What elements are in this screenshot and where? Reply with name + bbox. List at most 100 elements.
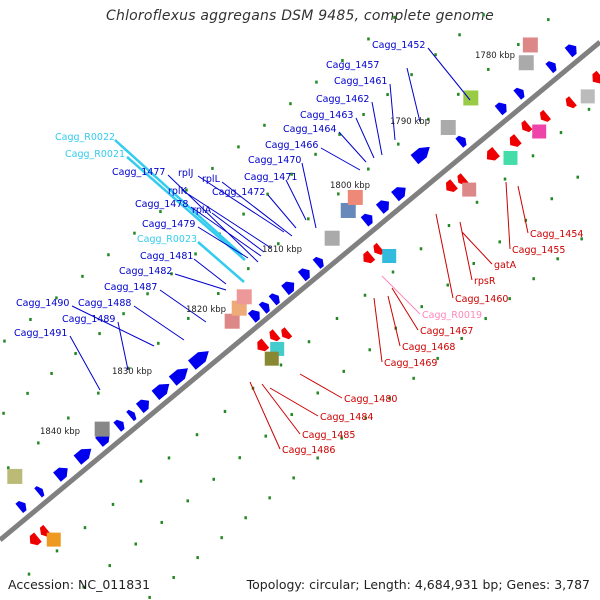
leader-line (187, 193, 272, 249)
plus-strand-gene (188, 351, 209, 370)
gc-dot (29, 317, 32, 321)
plus-strand-gene (360, 213, 373, 227)
gene-label: Cagg_1490 (16, 298, 69, 309)
gc-dot (475, 200, 479, 204)
gene-label: rpsR (474, 276, 496, 287)
rna-or-misc-feature (522, 37, 538, 53)
leader-line (391, 287, 419, 331)
gc-dot (139, 479, 143, 483)
rna-or-misc-feature (340, 202, 356, 218)
rna-or-misc-feature (518, 55, 534, 71)
gc-dot (338, 132, 341, 136)
gene-label: Cagg_1480 (344, 394, 397, 405)
minus-strand-gene (269, 329, 281, 342)
gc-dot (412, 376, 415, 380)
gc-dot (498, 240, 501, 244)
leader-line (505, 181, 511, 250)
leader-line (267, 194, 297, 229)
gc-dot (457, 92, 460, 96)
leader-line (269, 387, 319, 417)
gc-dot (386, 93, 389, 97)
minus-strand-gene (29, 532, 42, 546)
leader-line (117, 321, 129, 371)
gc-dot (97, 391, 100, 395)
kbp-tick-label: 1830 kbp (112, 367, 152, 377)
gene-label: Cagg_R0022 (55, 132, 115, 143)
gc-dot (576, 175, 579, 179)
gc-dot (263, 123, 266, 127)
gc-dot (81, 274, 84, 278)
kbp-tick-labels: 1780 kbp 1790 kbp 1800 kbp 1810 kbp 1820 kbp… (40, 51, 515, 437)
gene-label: Cagg_R0021 (65, 149, 125, 160)
gc-dot (434, 53, 437, 57)
plus-strand-gene (113, 419, 125, 432)
leader-line (167, 174, 259, 263)
plus-strand-gene (375, 200, 389, 214)
gc-dot (315, 80, 318, 84)
gc-dot (362, 112, 365, 116)
leader-line (249, 381, 281, 450)
rna-or-misc-feature (236, 289, 252, 305)
leader-line (427, 47, 471, 101)
rna-or-misc-feature (7, 468, 23, 484)
gc-dot (587, 107, 591, 111)
genome-axis-line (0, 40, 600, 542)
gene-label: Cagg_1464 (283, 124, 336, 135)
gc-dot (472, 261, 475, 265)
gc-dot (547, 18, 550, 22)
gc-dot (55, 296, 58, 300)
gc-dot (420, 305, 423, 309)
gc-dot (186, 499, 189, 503)
leader-line (320, 147, 361, 171)
plus-strand-gene (168, 368, 188, 386)
gc-dot (266, 192, 269, 196)
gc-dot (133, 231, 136, 235)
gc-dot (194, 252, 197, 256)
plus-strand-gene (281, 281, 295, 296)
kbp-tick-label: 1840 kbp (40, 427, 80, 437)
gene-label: Cagg_1468 (402, 342, 455, 353)
gc-dot (556, 257, 559, 261)
gc-dot (388, 396, 391, 400)
leader-line (371, 101, 383, 156)
gene-label: Cagg_1472 (212, 187, 265, 198)
plus-strand-gene (151, 383, 170, 400)
gc-dot (397, 142, 400, 146)
kbp-tick-label: 1820 kbp (186, 305, 226, 315)
gene-label: Cagg_R0019 (422, 310, 482, 321)
leader-line (197, 241, 245, 283)
gc-dot (108, 564, 111, 568)
gc-dot (127, 366, 130, 370)
plus-strand-gene (15, 501, 27, 513)
minus-strand-gene (446, 179, 458, 192)
gc-dot (446, 283, 449, 287)
minus-strand-gene (592, 70, 600, 84)
gc-dot (196, 556, 199, 560)
gc-dot (419, 247, 423, 251)
gc-dot (134, 542, 137, 546)
gene-label: Cagg_1470 (248, 155, 301, 166)
gc-dot (195, 433, 199, 437)
gene-label: Cagg_1481 (140, 251, 193, 262)
gene-features-track (7, 37, 600, 547)
leader-line (381, 275, 421, 315)
minus-strand-gene (509, 134, 522, 147)
gc-dot (55, 549, 59, 553)
gene-label: gatA (494, 260, 517, 271)
gene-label: rplK (168, 186, 188, 197)
gene-label: rplJ (178, 168, 193, 179)
gene-label: Cagg_1454 (530, 229, 583, 240)
gc-dot (157, 341, 160, 345)
leader-line (221, 181, 293, 237)
leader-line (301, 162, 317, 229)
gene-label: Cagg_1487 (104, 282, 157, 293)
gc-dot (83, 526, 87, 530)
gc-dot (148, 595, 151, 599)
leader-line (71, 305, 155, 347)
gene-label: Cagg_1466 (265, 140, 318, 151)
gc-dot (447, 224, 451, 228)
gc-dot (393, 15, 396, 19)
gene-label: rplL (202, 174, 221, 185)
gc-dot (340, 436, 343, 440)
